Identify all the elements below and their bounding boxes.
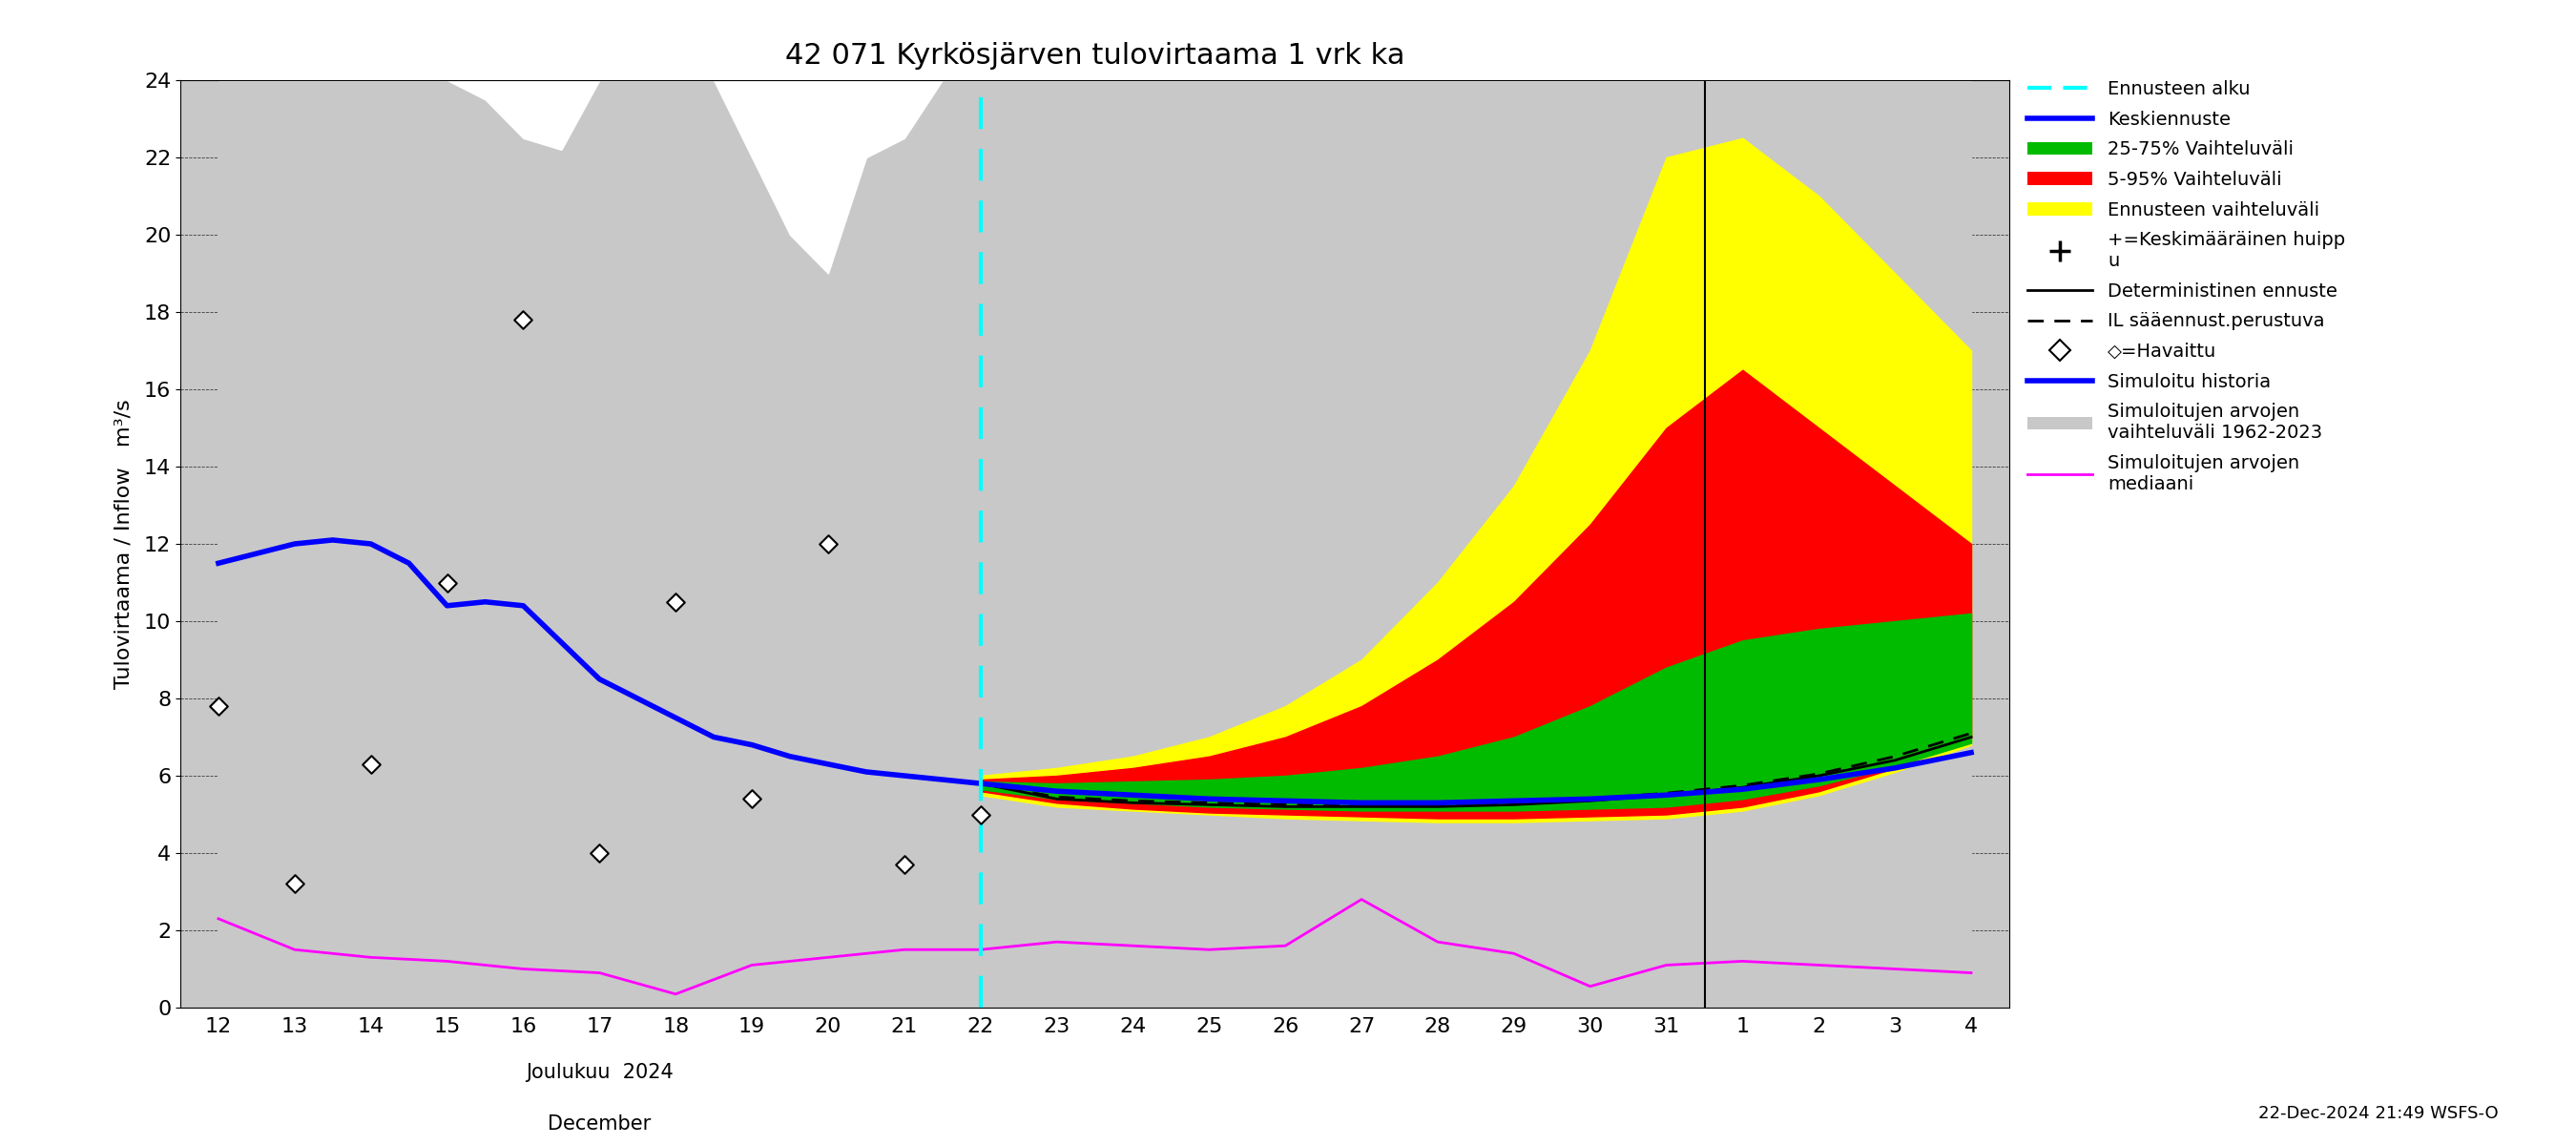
Point bbox=[732, 790, 773, 808]
Point bbox=[198, 697, 240, 716]
Point bbox=[273, 875, 314, 893]
Point bbox=[806, 535, 848, 553]
Point bbox=[580, 844, 621, 862]
Legend: Ennusteen alku, Keskiennuste, 25-75% Vaihteluväli, 5-95% Vaihteluväli, Ennusteen: Ennusteen alku, Keskiennuste, 25-75% Vai… bbox=[2027, 80, 2344, 493]
Point bbox=[502, 310, 544, 329]
Text: Joulukuu  2024: Joulukuu 2024 bbox=[526, 1064, 672, 1082]
Point bbox=[884, 855, 925, 874]
Point bbox=[961, 805, 1002, 823]
Text: December: December bbox=[549, 1114, 652, 1134]
Y-axis label: Tulovirtaama / Inflow   m³/s: Tulovirtaama / Inflow m³/s bbox=[113, 398, 134, 689]
Point bbox=[350, 755, 392, 773]
Text: 22-Dec-2024 21:49 WSFS-O: 22-Dec-2024 21:49 WSFS-O bbox=[2259, 1105, 2499, 1122]
Point bbox=[428, 574, 469, 592]
Point bbox=[654, 593, 696, 611]
Title: 42 071 Kyrkösjärven tulovirtaama 1 vrk ka: 42 071 Kyrkösjärven tulovirtaama 1 vrk k… bbox=[786, 42, 1404, 70]
